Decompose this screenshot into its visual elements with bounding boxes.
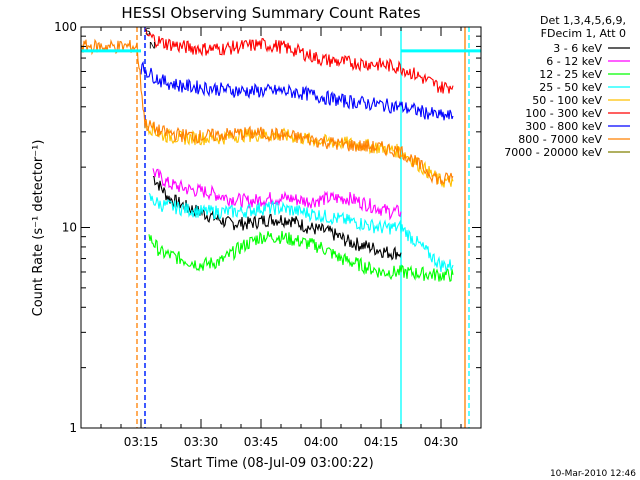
plot-area: NS xyxy=(80,27,481,428)
y-tick-label-10: 10 xyxy=(62,221,77,235)
x-tick-label-04:00: 04:00 xyxy=(304,435,339,449)
series-line-800-7000-kev xyxy=(80,38,454,185)
axes: 1 10 100 03:15 03:30 03:45 04:00 04:15 04:30 xyxy=(54,20,482,449)
x-tick-label-04:30: 04:30 xyxy=(424,435,459,449)
annotation-2: S xyxy=(145,27,151,37)
annotation-1: N xyxy=(149,42,156,52)
x-tick-label-03:30: 03:30 xyxy=(184,435,219,449)
x-tick-label-03:15: 03:15 xyxy=(124,435,159,449)
legend-header-1: Det 1,3,4,5,6,9, xyxy=(540,14,626,27)
series-line-12-25-kev xyxy=(148,230,454,283)
legend-label-5: 50 - 100 keV xyxy=(532,94,602,107)
legend-header-2: FDecim 1, Att 0 xyxy=(541,27,626,40)
legend-label-4: 25 - 50 keV xyxy=(539,81,602,94)
x-tick-label-03:45: 03:45 xyxy=(244,435,279,449)
series-line-3-6-kev xyxy=(152,175,402,261)
legend-label-2: 6 - 12 keV xyxy=(546,55,602,68)
legend-label-9: 7000 - 20000 keV xyxy=(504,146,602,159)
y-tick-label-100: 100 xyxy=(54,20,77,34)
y-axis-label: Count Rate (s⁻¹ detector⁻¹) xyxy=(31,140,46,317)
series-line-25-50-kev xyxy=(148,192,454,273)
chart-title: HESSI Observing Summary Count Rates xyxy=(121,4,420,22)
x-axis-label: Start Time (08-Jul-09 03:00:22) xyxy=(170,456,373,471)
series-line-50-100-kev xyxy=(144,119,454,188)
legend-label-8: 800 - 7000 keV xyxy=(518,133,602,146)
legend-label-6: 100 - 300 keV xyxy=(525,107,602,120)
x-tick-label-04:15: 04:15 xyxy=(364,435,399,449)
legend: Det 1,3,4,5,6,9,FDecim 1, Att 0 3 - 6 keV… xyxy=(504,14,630,159)
footer-timestamp: 10-Mar-2010 12:46 xyxy=(550,469,636,479)
series-line-300-800-kev xyxy=(140,60,454,121)
legend-label-3: 12 - 25 keV xyxy=(539,68,602,81)
y-tick-label-1: 1 xyxy=(69,421,77,435)
legend-label-1: 3 - 6 keV xyxy=(553,42,602,55)
series-line-6-12-kev xyxy=(152,168,402,221)
series-line-100-300-kev xyxy=(144,28,454,94)
legend-label-7: 300 - 800 keV xyxy=(525,120,602,133)
